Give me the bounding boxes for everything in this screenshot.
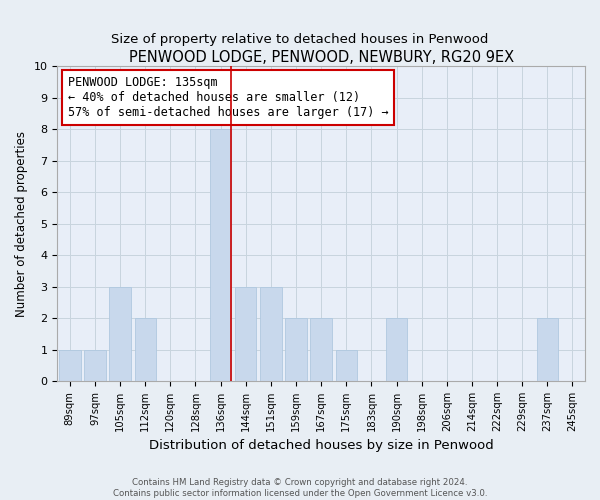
- Text: PENWOOD LODGE: 135sqm
← 40% of detached houses are smaller (12)
57% of semi-deta: PENWOOD LODGE: 135sqm ← 40% of detached …: [68, 76, 388, 118]
- Bar: [335, 350, 357, 381]
- Bar: [59, 350, 80, 381]
- Bar: [286, 318, 307, 381]
- X-axis label: Distribution of detached houses by size in Penwood: Distribution of detached houses by size …: [149, 440, 494, 452]
- Bar: [210, 129, 232, 381]
- Text: Contains HM Land Registry data © Crown copyright and database right 2024.
Contai: Contains HM Land Registry data © Crown c…: [113, 478, 487, 498]
- Title: PENWOOD LODGE, PENWOOD, NEWBURY, RG20 9EX: PENWOOD LODGE, PENWOOD, NEWBURY, RG20 9E…: [128, 50, 514, 65]
- Bar: [235, 286, 256, 381]
- Bar: [536, 318, 558, 381]
- Bar: [310, 318, 332, 381]
- Bar: [386, 318, 407, 381]
- Bar: [109, 286, 131, 381]
- Y-axis label: Number of detached properties: Number of detached properties: [15, 130, 28, 316]
- Bar: [84, 350, 106, 381]
- Text: Size of property relative to detached houses in Penwood: Size of property relative to detached ho…: [112, 32, 488, 46]
- Bar: [134, 318, 156, 381]
- Bar: [260, 286, 281, 381]
